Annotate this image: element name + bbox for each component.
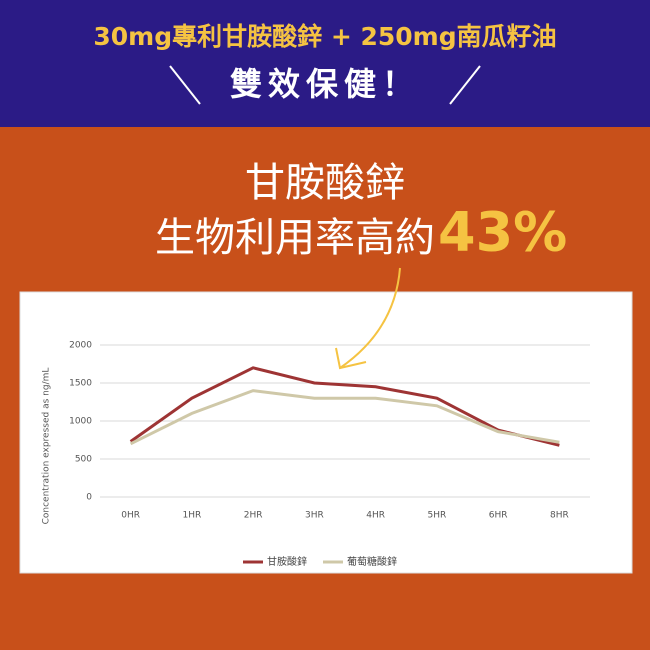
x-tick-label: 1HR (183, 511, 202, 521)
arrow-head (335, 347, 367, 370)
legend-label: 葡萄糖酸鋅 (347, 555, 397, 568)
header-line1: 30mg專利甘胺酸鋅 + 250mg南瓜籽油 (93, 22, 556, 51)
headline-line2: 生物利用率高約 (155, 215, 435, 261)
y-axis-label: Concentration expressed as ng/mL (42, 368, 52, 525)
x-tick-label: 0HR (121, 511, 140, 521)
headline-highlight: 43% (438, 201, 567, 264)
x-tick-label: 5HR (428, 511, 447, 521)
y-tick-label: 500 (75, 455, 92, 465)
chart-box (19, 291, 633, 574)
x-tick-label: 2HR (244, 511, 263, 521)
y-tick-label: 0 (86, 493, 92, 503)
x-tick-label: 8HR (550, 511, 569, 521)
series-line (129, 366, 560, 447)
header-line2: 雙效保健！ (230, 65, 420, 103)
legend-label: 甘胺酸鋅 (267, 555, 307, 568)
y-tick-label: 1500 (69, 379, 92, 389)
x-tick-label: 4HR (366, 511, 385, 521)
x-tick-label: 3HR (305, 511, 324, 521)
slash (449, 65, 481, 105)
slash (169, 65, 201, 105)
chart: 0 500 1000 1500 2000 Concentration expressed … (42, 341, 590, 568)
y-tick-label: 2000 (69, 341, 92, 351)
headline-line1: 甘胺酸鋅 (245, 160, 405, 206)
y-tick-label: 1000 (69, 417, 92, 427)
header-band (0, 0, 650, 127)
arrow (339, 267, 401, 369)
series-line (129, 389, 560, 446)
x-tick-label: 6HR (489, 511, 508, 521)
